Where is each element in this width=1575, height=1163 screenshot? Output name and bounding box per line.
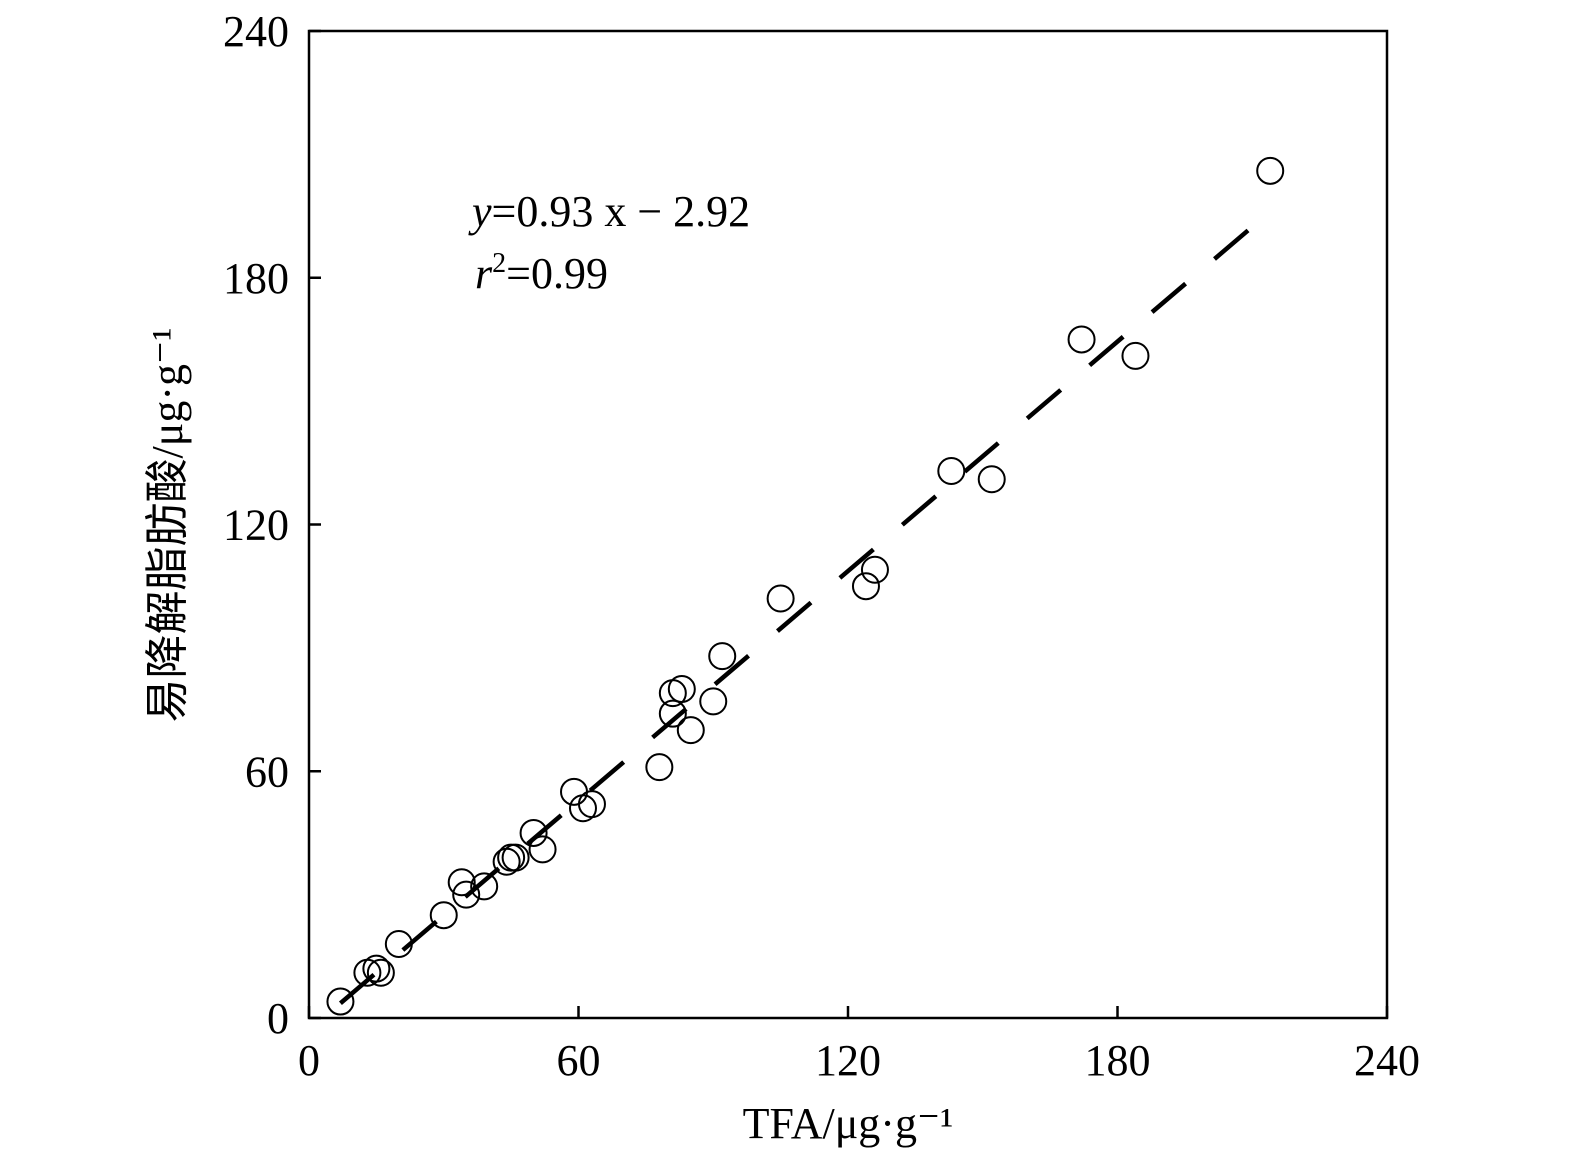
r-squared: r2=0.99	[475, 248, 608, 298]
r-superscript: 2	[492, 248, 506, 279]
data-point-27	[937, 457, 966, 486]
data-point-14	[560, 777, 589, 806]
data-point-2	[362, 954, 391, 983]
x-axis-label: TFA/μg·g⁻¹	[743, 1099, 954, 1148]
data-point-30	[1121, 341, 1150, 370]
regression-line	[338, 209, 1272, 1005]
axis-ticks	[307, 29, 1389, 1020]
data-point-18	[658, 699, 687, 728]
data-point-4	[384, 929, 413, 958]
data-point-0	[326, 987, 355, 1016]
equation-body: =0.93 x − 2.92	[492, 187, 751, 236]
y-tick-label-1: 60	[245, 747, 289, 796]
y-tick-label-0: 0	[267, 994, 289, 1043]
y-tick-label-3: 180	[223, 254, 289, 303]
x-tick-label-0: 0	[298, 1036, 320, 1085]
plot-frame	[307, 29, 1389, 1020]
x-tick-label-4: 240	[1354, 1036, 1420, 1085]
data-point-26	[860, 555, 889, 584]
y-axis-label: 易降解脂肪酸/μg·g⁻¹	[143, 328, 192, 723]
data-point-8	[470, 872, 499, 901]
data-point-12	[519, 818, 548, 847]
data-point-16	[577, 790, 606, 819]
x-tick-label-1: 60	[557, 1036, 601, 1085]
regression-equation: y=0.93 x − 2.92	[468, 187, 750, 236]
y-tick-label-2: 120	[223, 501, 289, 550]
data-point-11	[501, 843, 530, 872]
x-tick-label-2: 120	[815, 1036, 881, 1085]
data-point-17	[645, 753, 674, 782]
data-point-24	[766, 584, 795, 613]
equation-y-var: y	[468, 187, 492, 236]
data-point-3	[366, 958, 395, 987]
data-point-25	[851, 572, 880, 601]
y-tick-label-4: 240	[223, 7, 289, 56]
tick-labels: 0 60 120 180 240 0 60 120 180 240	[223, 7, 1420, 1085]
data-point-29	[1067, 325, 1096, 354]
data-point-20	[667, 675, 696, 703]
data-points	[326, 156, 1285, 1016]
x-tick-label-3: 180	[1085, 1036, 1151, 1085]
data-point-6	[447, 868, 476, 897]
r-var: r	[475, 249, 493, 298]
data-point-28	[977, 465, 1006, 494]
data-point-22	[699, 687, 728, 716]
data-point-21	[676, 716, 705, 745]
data-point-13	[528, 835, 557, 864]
data-point-7	[452, 880, 481, 909]
data-point-23	[708, 642, 737, 671]
r-squared-value: =0.99	[506, 249, 608, 298]
data-point-5	[429, 901, 458, 930]
data-point-31	[1256, 156, 1285, 185]
